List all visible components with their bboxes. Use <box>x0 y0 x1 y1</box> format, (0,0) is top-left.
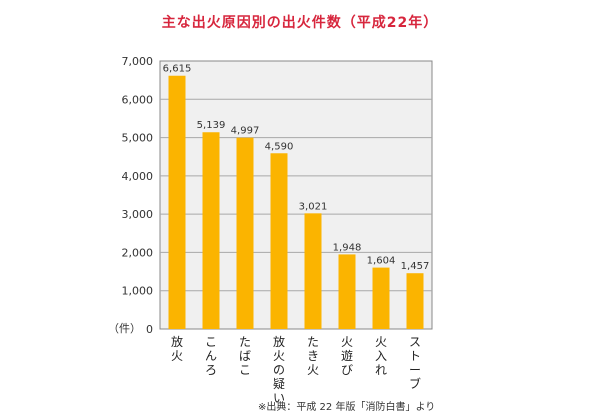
category-label: 放火 <box>171 334 183 363</box>
category-labels: 放火 こんろ たばこ 放火の疑い たき火 火遊び 火入れ ストーブ <box>171 334 421 405</box>
category-label: たき火 <box>307 335 319 377</box>
plot-area <box>159 60 433 330</box>
bar <box>270 153 288 329</box>
y-axis-ticks: 0 1,000 2,000 3,000 4,000 5,000 6,000 7,000 <box>122 55 154 336</box>
category-label: 放火の疑い <box>273 334 285 405</box>
category-label: 火入れ <box>375 335 387 377</box>
bar <box>236 137 254 329</box>
y-tick-label: 7,000 <box>122 55 154 68</box>
y-tick-label: 1,000 <box>122 285 154 298</box>
y-tick-label: 5,000 <box>122 132 154 145</box>
y-tick-label: 3,000 <box>122 208 154 221</box>
data-label: 5,139 <box>197 120 226 131</box>
source-note: ※出典：平成 22 年版「消防白書」より <box>258 402 436 413</box>
y-tick-label: 6,000 <box>122 93 154 106</box>
bar <box>406 273 424 329</box>
bar <box>372 267 390 329</box>
category-label: こんろ <box>205 335 217 377</box>
data-label: 4,590 <box>265 141 294 152</box>
category-label: 火遊び <box>341 335 353 377</box>
y-tick-label: 4,000 <box>122 170 154 183</box>
data-label: 3,021 <box>299 201 328 212</box>
category-label: たばこ <box>239 335 251 377</box>
bar <box>338 254 356 329</box>
bar <box>202 132 220 329</box>
y-axis-unit-label: （件） <box>108 322 141 335</box>
bar <box>168 75 186 330</box>
data-label: 4,997 <box>231 126 260 137</box>
chart-title: 主な出火原因別の出火件数（平成22年） <box>161 15 439 31</box>
y-tick-label: 2,000 <box>122 246 154 259</box>
data-label: 1,604 <box>367 256 396 267</box>
data-label: 6,615 <box>163 64 192 75</box>
bars <box>168 75 424 330</box>
bar <box>304 213 322 329</box>
data-labels: 6,615 5,139 4,997 4,590 3,021 1,948 1,604 1,457 <box>163 64 430 272</box>
data-label: 1,457 <box>401 261 430 272</box>
data-label: 1,948 <box>333 242 362 253</box>
category-label: ストーブ <box>409 335 421 391</box>
y-tick-label: 0 <box>146 323 153 336</box>
